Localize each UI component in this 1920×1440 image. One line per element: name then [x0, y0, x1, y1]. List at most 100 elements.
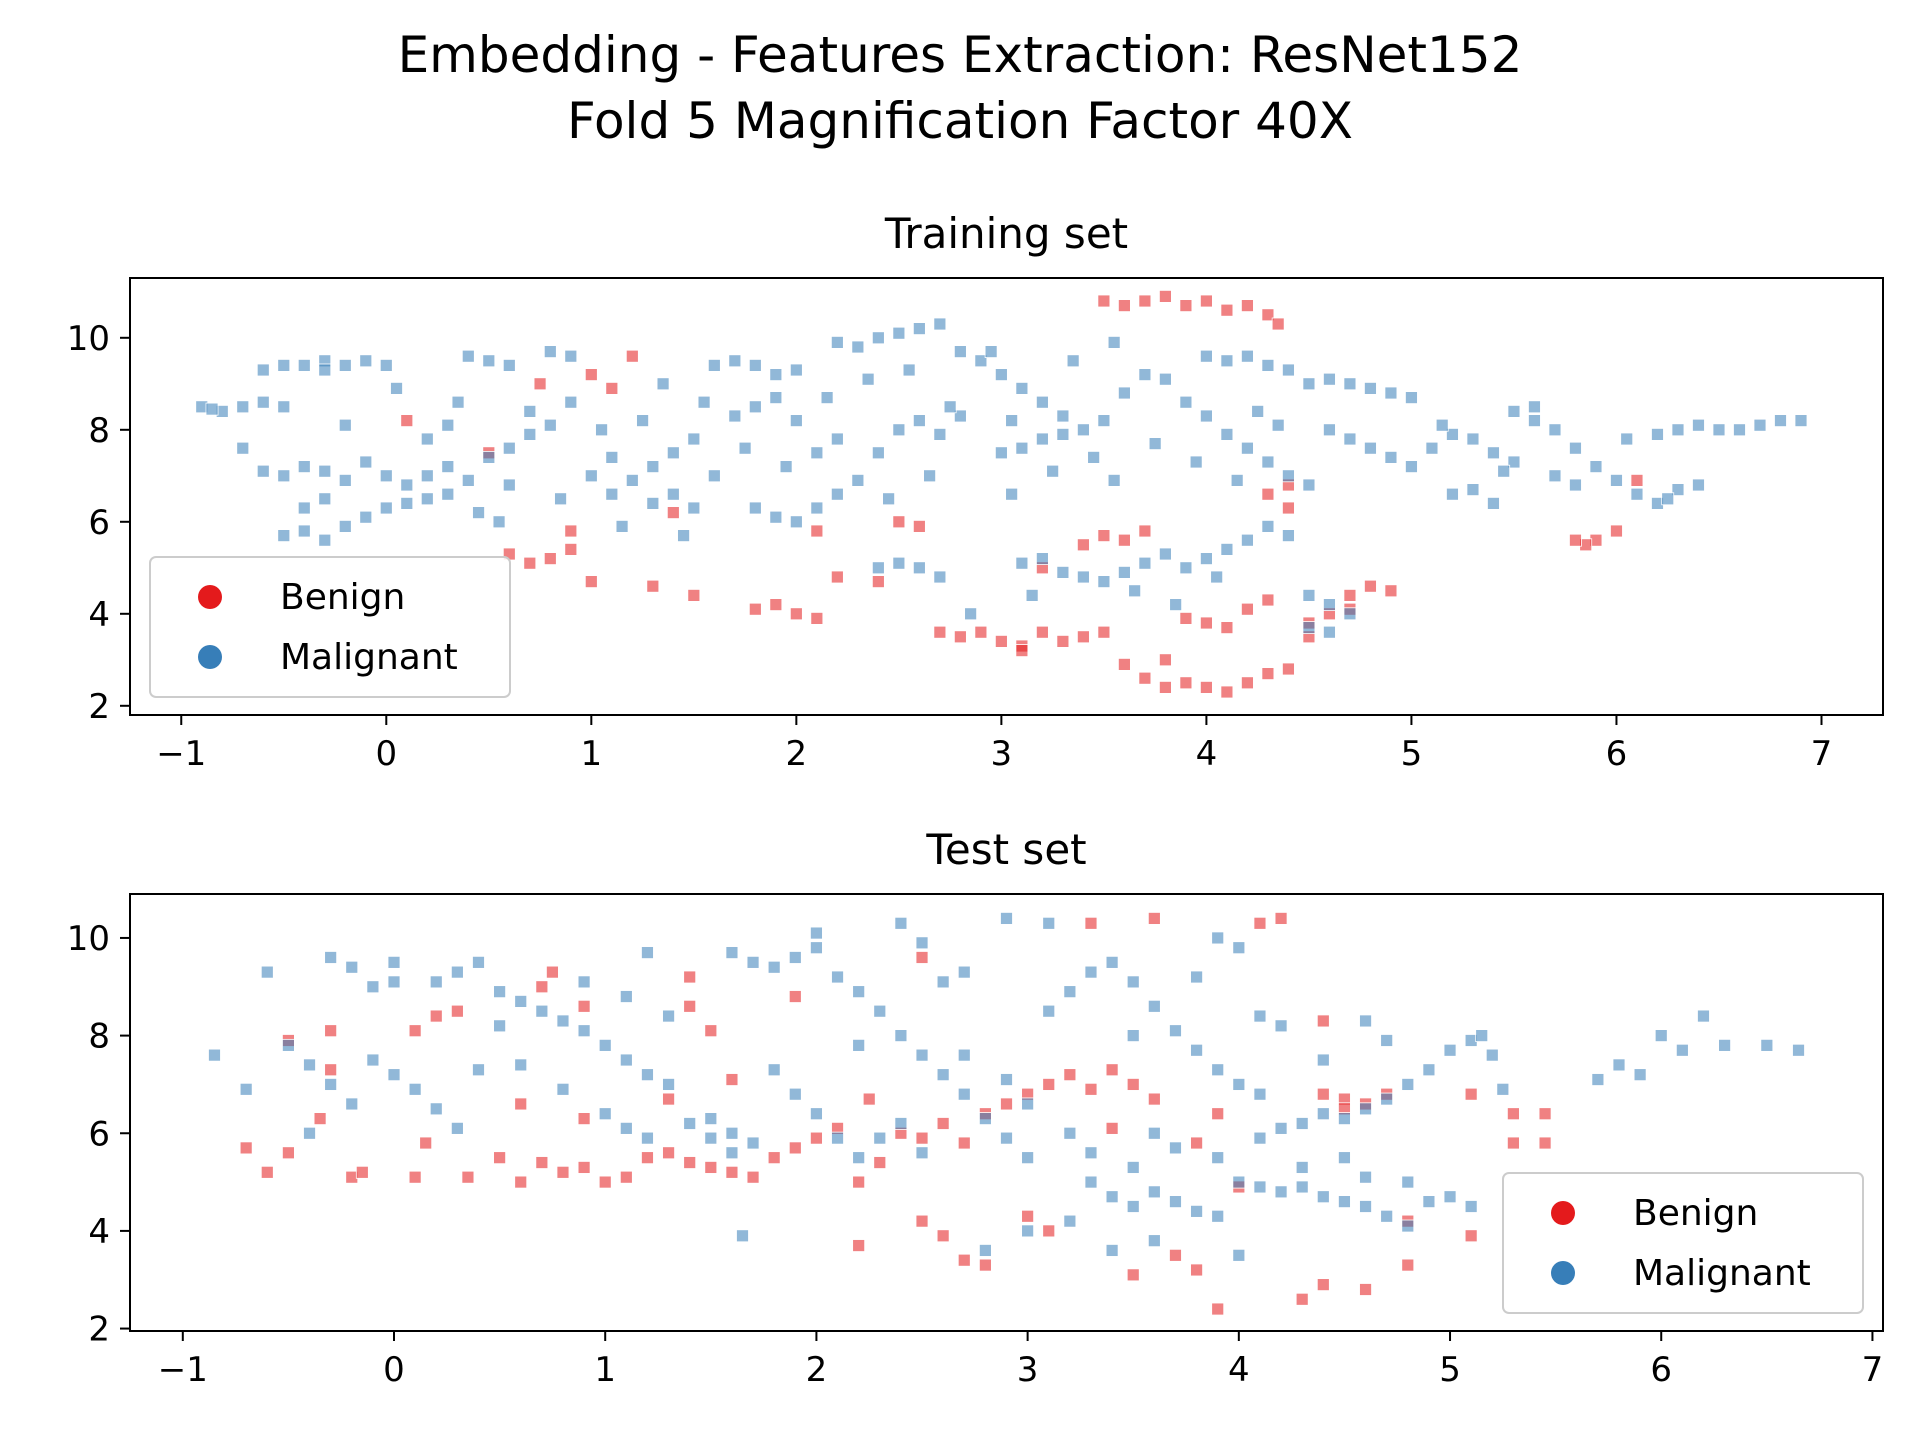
training-set-malignant-point	[892, 326, 906, 340]
training-set-benign-point	[400, 414, 414, 428]
training-set-malignant-point	[461, 349, 475, 363]
training-set-benign-point	[1200, 616, 1213, 630]
test-set-malignant-point	[303, 1126, 316, 1140]
training-set-malignant-point	[1128, 584, 1142, 598]
test-set-malignant-point	[894, 1029, 908, 1042]
training-set-malignant-point	[769, 368, 783, 382]
training-set-malignant-point	[1261, 455, 1275, 469]
training-set-malignant-point	[1343, 607, 1357, 621]
training-set-malignant-point	[1076, 423, 1090, 437]
test-set-benign-point	[1464, 1229, 1478, 1243]
training-set-malignant-point	[697, 395, 711, 409]
training-set-malignant-point	[1056, 409, 1070, 423]
training-set-benign-point	[1200, 681, 1213, 694]
test-set-malignant-point	[366, 1053, 380, 1067]
training-set-x-tick-label: 4	[1196, 734, 1218, 774]
test-set-malignant-point	[1295, 1117, 1309, 1130]
training-set-benign-point	[1076, 630, 1090, 644]
training-set-malignant-point	[502, 478, 516, 492]
test-set-legend-label-benign: Benign	[1633, 1193, 1758, 1234]
training-set-y-tick-label: 6	[88, 503, 110, 543]
test-set-benign-point	[514, 1097, 528, 1111]
test-set-benign-point	[1464, 1087, 1478, 1101]
training-set-benign-point	[625, 349, 639, 363]
test-set-benign-point	[1295, 1292, 1309, 1306]
test-set-malignant-point	[556, 1014, 570, 1028]
test-set-malignant-point	[1401, 1175, 1415, 1189]
training-set-malignant-point	[1589, 460, 1603, 474]
test-set-malignant-point	[1021, 1151, 1035, 1165]
training-set-malignant-point	[451, 395, 465, 409]
test-set-malignant-point	[556, 1082, 570, 1096]
test-set-malignant-point	[746, 1136, 760, 1150]
test-set-benign-point	[683, 1156, 697, 1169]
training-set-malignant-point	[1025, 589, 1039, 602]
training-set-malignant-point	[1251, 404, 1265, 418]
training-set-benign-point	[789, 607, 803, 621]
training-set-benign-point	[810, 524, 824, 538]
test-set-malignant-point	[1063, 1126, 1077, 1140]
test-set-benign-point	[324, 1063, 338, 1077]
test-set-malignant-point	[1253, 1131, 1267, 1145]
test-set-benign-point	[1316, 1014, 1330, 1028]
test-set-benign-point	[1084, 1082, 1098, 1096]
test-set-malignant-point	[1105, 1190, 1119, 1204]
test-set-y-tick-label: 8	[88, 1017, 110, 1057]
test-set-malignant-point	[1211, 931, 1225, 945]
training-set-malignant-point	[1302, 589, 1316, 602]
training-set-malignant-point	[779, 460, 793, 474]
test-set-malignant-point	[725, 946, 739, 959]
training-set-malignant-point	[1107, 335, 1121, 349]
test-set-malignant-point	[810, 941, 823, 955]
training-set-malignant-point	[277, 358, 291, 372]
training-set-y-tick-label: 2	[88, 687, 110, 727]
training-set-malignant-point	[943, 400, 957, 414]
training-set-malignant-point	[636, 414, 649, 428]
training-set-malignant-point	[461, 473, 475, 487]
training-set-malignant-point	[871, 561, 885, 575]
training-set-benign-point	[1097, 625, 1111, 639]
training-set-malignant-point	[359, 510, 373, 524]
training-set-malignant-point	[1220, 543, 1234, 556]
test-set-malignant-point	[387, 975, 401, 989]
training-set-malignant-point	[318, 464, 332, 478]
training-set-benign-point	[1179, 676, 1193, 690]
training-set-malignant-point	[1364, 441, 1377, 455]
test-set-malignant-point	[1464, 1200, 1478, 1213]
training-set-malignant-point	[205, 402, 219, 416]
figure-title-line1: Embedding - Features Extraction: ResNet1…	[398, 26, 1523, 84]
test-set-malignant-point	[577, 975, 591, 989]
test-set-benign-point	[282, 1146, 295, 1160]
training-set-malignant-point	[953, 345, 967, 359]
test-set-malignant-point	[1338, 1151, 1351, 1165]
test-set-malignant-point	[852, 1151, 866, 1165]
test-set-y-tick-label: 4	[88, 1212, 110, 1252]
test-set-benign-point	[546, 965, 559, 979]
test-set-malignant-point	[1232, 1248, 1246, 1262]
test-set-benign-point	[1190, 1263, 1203, 1277]
training-set-malignant-point	[1005, 487, 1019, 501]
training-set-malignant-point	[1528, 414, 1541, 428]
test-set-malignant-point	[1443, 1190, 1457, 1204]
training-set-malignant-point	[1661, 492, 1675, 506]
training-set-malignant-point	[1692, 478, 1705, 492]
test-set-benign-point	[408, 1170, 422, 1184]
training-set-malignant-point	[1015, 381, 1029, 395]
training-set-benign-point	[871, 575, 885, 588]
test-set-malignant-point	[1211, 1151, 1225, 1165]
test-set-legend-frame	[1502, 1172, 1864, 1314]
test-set-malignant-point	[450, 965, 464, 979]
test-set-malignant-point	[894, 1117, 908, 1130]
training-set-benign-point	[1261, 308, 1275, 322]
test-set-benign-point	[788, 990, 802, 1003]
test-set-malignant-point	[662, 1009, 675, 1023]
training-set-malignant-point	[666, 446, 680, 460]
training-set-malignant-point	[707, 469, 721, 483]
test-set-benign-point	[1538, 1136, 1552, 1150]
training-set-malignant-point	[1261, 358, 1275, 372]
test-set-benign-point	[936, 1229, 950, 1243]
training-set-benign-point	[1179, 299, 1193, 313]
test-set-malignant-point	[704, 1112, 718, 1126]
training-set-malignant-point	[1076, 570, 1090, 584]
test-set-malignant-point	[282, 1038, 295, 1052]
